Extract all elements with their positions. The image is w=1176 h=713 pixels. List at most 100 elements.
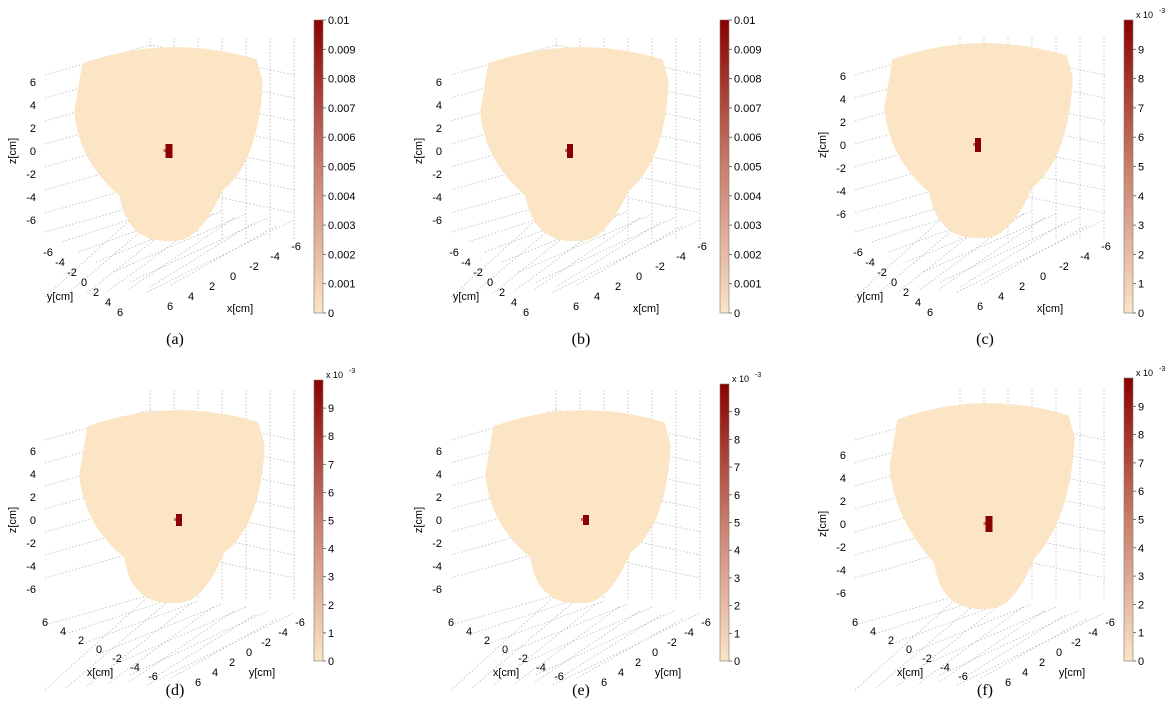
- hotspot-voxel: [165, 144, 173, 158]
- y-tick-label: 6: [195, 677, 201, 689]
- colorbar-tick-label: 6: [1138, 486, 1144, 498]
- colorbar-tick-label: 1: [1138, 628, 1144, 640]
- z-tick-label: 0: [436, 515, 442, 527]
- z-tick-label: -4: [26, 192, 36, 204]
- y-tick-label: -4: [684, 627, 694, 639]
- y-tick-label: -4: [55, 257, 65, 269]
- x-tick-label: 0: [96, 644, 102, 656]
- y-tick-label: -6: [853, 247, 863, 259]
- colorbar-tick-label: 9: [1138, 44, 1144, 56]
- colorbar-tick-label: 0.008: [734, 74, 762, 86]
- y-tick-label: -2: [877, 267, 887, 279]
- panel-b: 6420-2-4-6z[cm]-6-4-20246y[cm]6420-2-4-6…: [413, 15, 762, 320]
- colorbar-tick-label: 0.001: [734, 279, 762, 291]
- z-tick-label: 4: [840, 473, 846, 485]
- body-volume: [480, 47, 669, 242]
- colorbar-tick-label: 6: [328, 487, 334, 499]
- z-tick-label: -2: [26, 169, 36, 181]
- y-tick-label: 2: [903, 287, 909, 299]
- x-axis-label: x[cm]: [633, 303, 659, 315]
- z-tick-label: -4: [26, 561, 36, 573]
- colorbar: [1123, 377, 1134, 662]
- y-tick-label: -2: [667, 637, 677, 649]
- colorbar-tick-label: 7: [328, 459, 334, 471]
- caption-f: (f): [977, 682, 993, 699]
- colorbar: [719, 383, 730, 662]
- colorbar-exponent-label: x 10: [1136, 10, 1153, 20]
- z-tick-label: -2: [26, 538, 36, 550]
- x-tick-label: 6: [852, 617, 858, 629]
- z-axis-label: z[cm]: [817, 132, 829, 158]
- x-tick-label: -6: [958, 671, 968, 683]
- z-tick-label: 6: [840, 71, 846, 83]
- y-tick-label: 6: [117, 307, 123, 319]
- colorbar-exponent: -3: [755, 372, 761, 379]
- z-tick-label: -2: [836, 542, 846, 554]
- y-tick-label: -6: [295, 617, 305, 629]
- x-tick-label: 4: [60, 626, 66, 638]
- colorbar-tick-label: 8: [328, 431, 334, 443]
- x-tick-label: -4: [676, 251, 686, 263]
- colorbar-tick-label: 1: [328, 628, 334, 640]
- caption-e: (e): [572, 682, 590, 699]
- x-tick-label: 0: [906, 644, 912, 656]
- colorbar-tick-label: 8: [734, 434, 740, 446]
- colorbar-tick-label: 5: [328, 516, 334, 528]
- x-tick-label: 4: [998, 291, 1004, 303]
- y-tick-label: 6: [523, 307, 529, 319]
- caption-c: (c): [976, 331, 994, 348]
- colorbar-exponent: -3: [1159, 366, 1165, 373]
- x-tick-label: -6: [554, 671, 564, 683]
- y-tick-label: -2: [261, 637, 271, 649]
- body-volume: [79, 410, 265, 604]
- panel-a: 6420-2-4-6z[cm]-6-4-20246y[cm]6420-2-4-6…: [7, 15, 356, 320]
- x-tick-label: -6: [291, 241, 301, 253]
- x-tick-label: 2: [209, 281, 215, 293]
- caption-d: (d): [165, 682, 185, 699]
- x-tick-label: 2: [484, 635, 490, 647]
- x-axis-label: x[cm]: [1037, 303, 1063, 315]
- panel-f: 6420-2-4-6z[cm]6420-2-4-6x[cm]6420-2-4-6…: [817, 366, 1165, 691]
- z-tick-label: -2: [836, 163, 846, 175]
- panel-d: 6420-2-4-6z[cm]6420-2-4-6x[cm]6420-2-4-6…: [7, 368, 355, 691]
- z-tick-label: 4: [840, 94, 846, 106]
- x-tick-label: 4: [594, 291, 600, 303]
- y-tick-label: 0: [652, 647, 658, 659]
- x-axis-label: x[cm]: [897, 667, 923, 679]
- z-tick-label: -4: [836, 565, 846, 577]
- z-tick-label: -4: [432, 561, 442, 573]
- colorbar: [719, 19, 730, 314]
- colorbar-tick-label: 3: [1138, 571, 1144, 583]
- y-tick-label: -4: [1088, 627, 1098, 639]
- x-tick-label: 0: [230, 271, 236, 283]
- y-axis-label: y[cm]: [47, 291, 73, 303]
- y-tick-label: -2: [473, 267, 483, 279]
- colorbar-tick-label: 5: [1138, 162, 1144, 174]
- z-tick-label: -4: [432, 192, 442, 204]
- y-axis-label: y[cm]: [249, 667, 275, 679]
- y-tick-label: 4: [511, 297, 517, 309]
- y-tick-label: 0: [487, 277, 493, 289]
- x-tick-label: -4: [940, 662, 950, 674]
- z-tick-label: 0: [840, 140, 846, 152]
- colorbar-tick-label: 0.004: [734, 191, 762, 203]
- z-tick-label: 6: [436, 77, 442, 89]
- colorbar-tick-label: 0.007: [328, 103, 356, 115]
- colorbar: [1123, 19, 1134, 314]
- hotspot-edge: [581, 518, 583, 521]
- y-tick-label: 2: [1039, 657, 1045, 669]
- x-axis-label: x[cm]: [227, 303, 253, 315]
- x-tick-label: 4: [188, 291, 194, 303]
- y-tick-label: 2: [499, 287, 505, 299]
- y-tick-label: 4: [1022, 667, 1028, 679]
- colorbar-tick-label: 0.003: [734, 220, 762, 232]
- z-tick-label: 2: [30, 492, 36, 504]
- y-tick-label: -2: [67, 267, 77, 279]
- colorbar-tick-label: 0.003: [328, 220, 356, 232]
- colorbar-tick-label: 1: [1138, 279, 1144, 291]
- hotspot-edge: [983, 522, 986, 525]
- colorbar-tick-label: 3: [734, 573, 740, 585]
- colorbar: [313, 379, 324, 662]
- z-tick-label: 0: [840, 519, 846, 531]
